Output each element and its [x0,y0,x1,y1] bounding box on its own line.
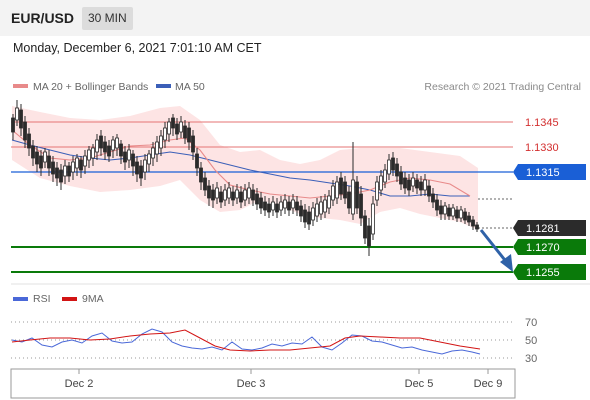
last-price-tag [513,220,586,236]
candles [11,100,479,256]
s2-tag-label: 1.1255 [526,267,560,279]
r2-label: 1.1345 [525,117,559,129]
timeframe-badge[interactable]: 30 MIN [82,7,133,30]
rsi-tick-70: 70 [525,317,537,329]
rsi-legend-label: RSI [33,293,51,305]
rsi-tick-50: 50 [525,335,537,347]
pivot-tag [513,164,586,180]
rsi-line [11,328,481,355]
x-axis-box [10,368,516,399]
ma20-legend-swatch [13,84,28,88]
x-tick-dec3: Dec 3 [237,378,266,390]
ma9-legend-label: 9MA [82,293,104,305]
header-bar: EUR/USD 30 MIN [0,0,590,36]
symbol-title: EUR/USD [11,10,75,26]
ma50-legend-swatch [156,84,171,88]
s2-tag [513,264,586,280]
last-price-label: 1.1281 [526,223,560,235]
ma50-legend-label: MA 50 [175,81,205,93]
pivot-tag-label: 1.1315 [526,167,560,179]
research-credit: Research © 2021 Trading Central [424,81,581,93]
x-axis-ticks [78,369,489,374]
x-tick-dec5: Dec 5 [405,378,434,390]
chart-datetime: Monday, December 6, 2021 7:01:10 AM CET [13,41,262,55]
s1-tag [513,239,586,255]
r1-label: 1.1330 [525,142,559,154]
s1-tag-label: 1.1270 [526,242,560,254]
rsi-ma9-line [11,329,481,352]
x-tick-dec2: Dec 2 [65,378,94,390]
x-tick-dec9: Dec 9 [474,378,503,390]
ma9-legend-swatch [62,297,77,301]
rsi-tick-30: 30 [525,353,537,365]
rsi-legend-swatch [13,297,28,301]
forecast-arrow-shaft [479,229,510,265]
ma20-legend-label: MA 20 + Bollinger Bands [33,81,148,93]
forecast-arrowhead [500,254,513,272]
